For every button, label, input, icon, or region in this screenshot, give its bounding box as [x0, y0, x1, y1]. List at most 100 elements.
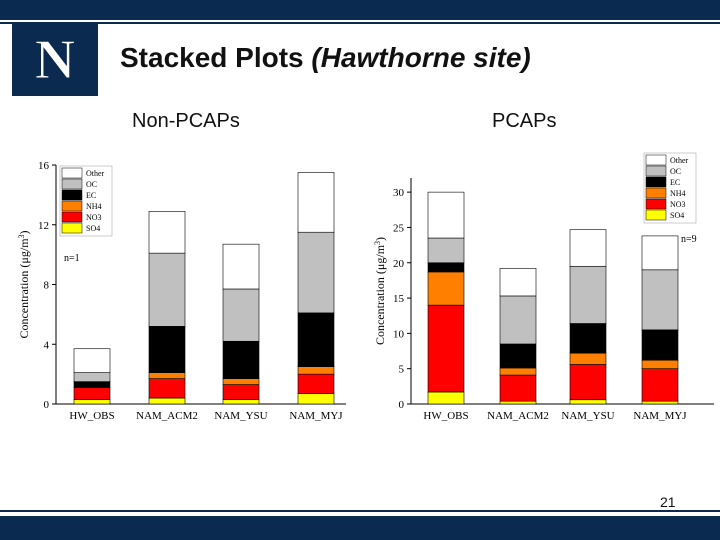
- bar-segment-oc: [222, 288, 260, 342]
- top-stripe: [0, 22, 720, 24]
- bar-segment-ec: [499, 343, 537, 369]
- x-tick-label: NAM_MYJ: [289, 410, 343, 422]
- bar-segment-oc: [569, 265, 607, 324]
- bar-segment-nh4: [222, 378, 260, 385]
- bar-segment-so4: [148, 397, 186, 405]
- bar-segment-nh4: [148, 372, 186, 379]
- legend-swatch-so4: [61, 222, 83, 234]
- bar-segment-so4: [641, 400, 679, 405]
- legend-label: SO4: [670, 211, 684, 220]
- legend-swatch-so4: [645, 209, 667, 221]
- x-tick-label: NAM_YSU: [214, 410, 267, 422]
- bar-segment-ec: [569, 323, 607, 354]
- bar-segment-so4: [73, 399, 111, 405]
- y-axis-label-part: Concentration (: [17, 264, 31, 339]
- legend-label: EC: [86, 191, 96, 200]
- y-axis-label: Concentration (μg/m3): [17, 230, 32, 338]
- bar-segment-nh4: [569, 352, 607, 365]
- bar-segment-other: [148, 211, 186, 254]
- bar-segment-so4: [569, 399, 607, 405]
- bar-segment-ec: [297, 312, 335, 367]
- bar-segment-so4: [297, 393, 335, 405]
- bar-segment-no3: [73, 387, 111, 400]
- legend-swatch-other: [645, 154, 667, 166]
- legend-swatch-no3: [61, 211, 83, 223]
- left-chart-heading: Non-PCAPs: [132, 110, 240, 132]
- y-axis-label-part: 3: [17, 234, 26, 238]
- bar-segment-nh4: [427, 271, 465, 306]
- y-axis-label: Concentration (μg/m3): [373, 237, 388, 345]
- chart-legend: Other OC EC NH4 NO3 SO4: [643, 152, 697, 224]
- bar-segment-oc: [427, 237, 465, 264]
- x-tick-label: HW_OBS: [423, 410, 468, 422]
- title-main: Stacked Plots: [120, 42, 312, 73]
- legend-swatch-nh4: [61, 200, 83, 212]
- chart-non-pcaps: 0 4 8 12 16 Concentration (μg/m3) HW_OBS NAM_AC…: [17, 160, 346, 422]
- legend-label: SO4: [86, 224, 100, 233]
- legend-label: NH4: [86, 202, 102, 211]
- sample-count-annotation: n=9: [681, 234, 697, 245]
- legend-label: Other: [670, 156, 689, 165]
- x-tick-label: NAM_ACM2: [487, 410, 549, 422]
- bar-segment-ec: [427, 262, 465, 273]
- bar-segment-no3: [297, 373, 335, 394]
- legend-swatch-other: [61, 167, 83, 179]
- bar-segment-no3: [641, 368, 679, 402]
- top-bar: [0, 0, 720, 20]
- page-number: 21: [660, 494, 676, 510]
- logo-letter: N: [35, 30, 75, 90]
- y-axis-label-part: ): [17, 230, 31, 234]
- legend-swatch-nh4: [645, 187, 667, 199]
- y-tick-label: 30: [393, 187, 405, 199]
- bar-segment-no3: [148, 378, 186, 399]
- legend-swatch-ec: [61, 189, 83, 201]
- x-tick-label: NAM_MYJ: [633, 410, 687, 422]
- logo-n-icon: N: [34, 30, 75, 90]
- y-axis-label-part: μ: [373, 264, 387, 270]
- bottom-bar: [0, 516, 720, 540]
- y-tick-label: 15: [393, 293, 405, 305]
- bar-segment-so4: [499, 400, 537, 405]
- right-chart-heading: PCAPs: [492, 110, 557, 132]
- legend-label: NO3: [670, 200, 686, 209]
- y-tick-label: 0: [399, 399, 405, 411]
- bar-segment-no3: [427, 304, 465, 393]
- university-logo: N: [12, 24, 98, 96]
- bar-segment-other: [569, 229, 607, 267]
- slide-title: Stacked Plots (Hawthorne site): [120, 42, 531, 74]
- legend-label: Other: [86, 169, 105, 178]
- legend-label: OC: [670, 167, 681, 176]
- sample-count-annotation: n=1: [64, 253, 80, 264]
- y-axis-label-part: g/m: [17, 238, 31, 257]
- bar-segment-other: [427, 191, 465, 239]
- bar-segment-nh4: [499, 367, 537, 376]
- bar-segment-ec: [641, 329, 679, 361]
- bar-segment-nh4: [641, 359, 679, 369]
- y-axis-label-part: g/m: [373, 244, 387, 263]
- y-axis-label-part: μ: [17, 257, 31, 263]
- legend-swatch-oc: [61, 178, 83, 190]
- y-tick-label: 4: [44, 339, 50, 351]
- bar-segment-oc: [148, 252, 186, 327]
- legend-swatch-no3: [645, 198, 667, 210]
- y-tick-label: 8: [44, 280, 50, 292]
- bar-segment-oc: [73, 372, 111, 382]
- bar-segment-oc: [499, 295, 537, 345]
- bar-segment-ec: [148, 326, 186, 373]
- legend-label: OC: [86, 180, 97, 189]
- bottom-stripe: [0, 510, 720, 512]
- x-tick-label: NAM_ACM2: [136, 410, 198, 422]
- y-tick-label: 12: [38, 220, 49, 232]
- y-tick-label: 16: [38, 160, 50, 172]
- legend-label: NO3: [86, 213, 102, 222]
- y-axis-label-part: Concentration (: [373, 270, 387, 345]
- legend-swatch-ec: [645, 176, 667, 188]
- bar-segment-no3: [499, 374, 537, 402]
- bar-segment-other: [499, 268, 537, 297]
- x-tick-label: NAM_YSU: [561, 410, 614, 422]
- y-tick-label: 5: [399, 364, 405, 376]
- legend-swatch-oc: [645, 165, 667, 177]
- bar-segment-nh4: [297, 366, 335, 375]
- bar-segment-other: [297, 172, 335, 233]
- bar-segment-other: [222, 243, 260, 290]
